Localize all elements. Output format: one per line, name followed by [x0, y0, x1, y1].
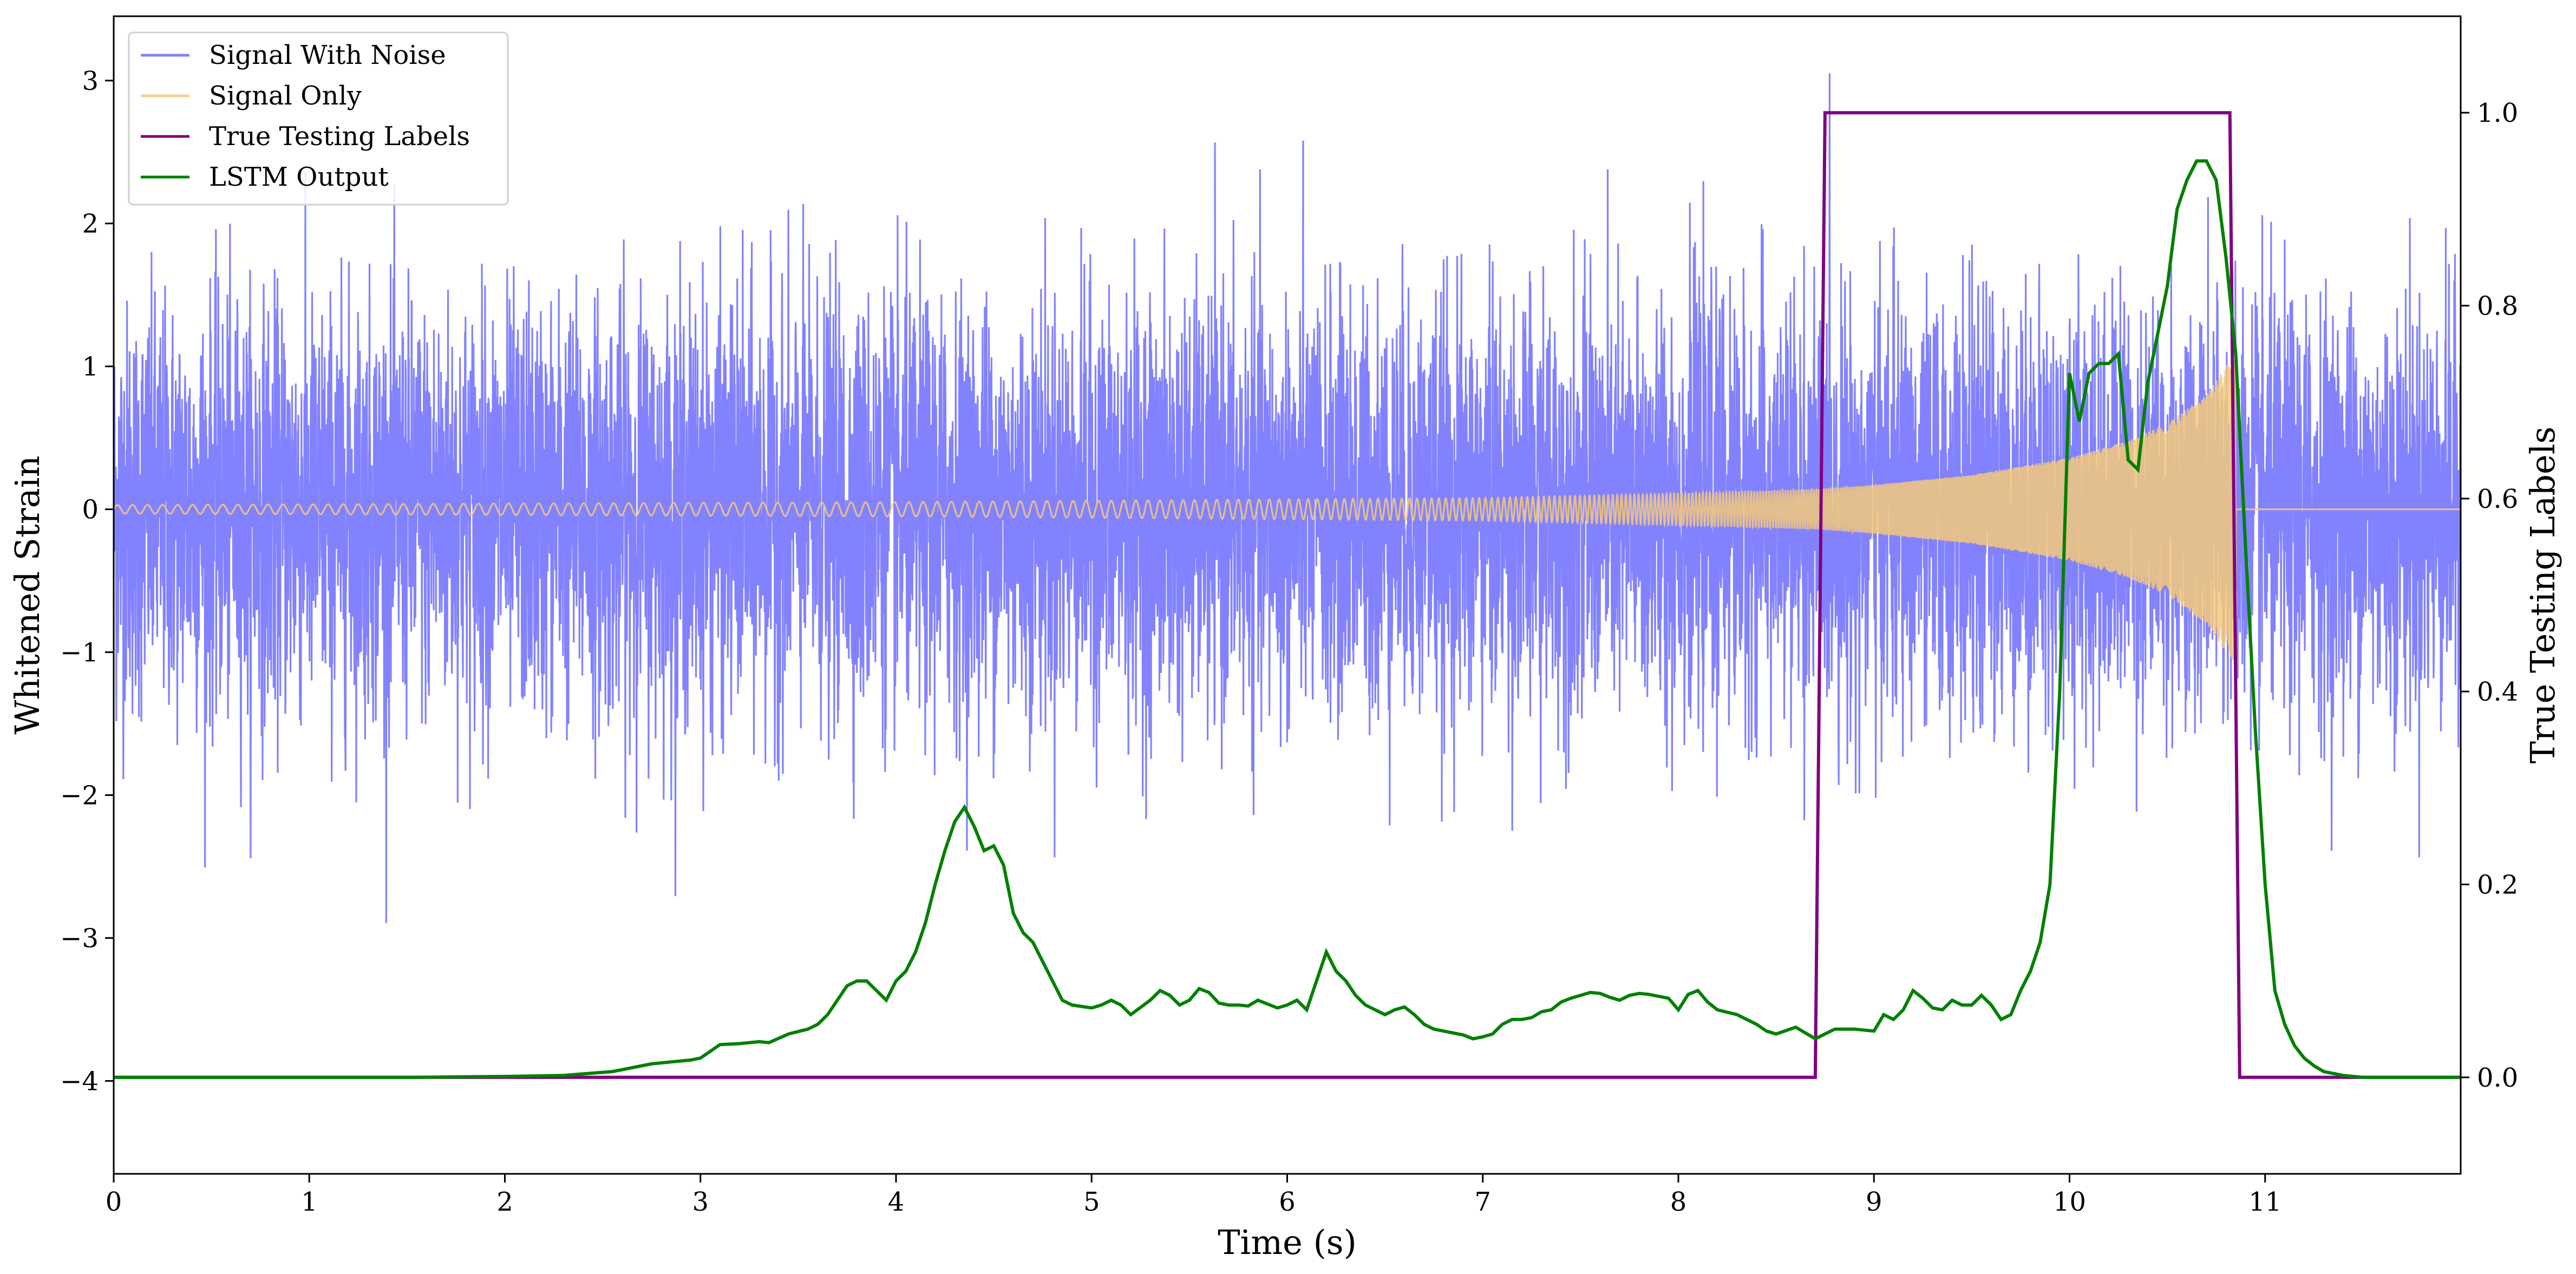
left-y-tick-label: −4: [60, 1066, 99, 1096]
legend-label: Signal With Noise: [209, 40, 446, 70]
right-y-tick-label: 0.6: [2477, 484, 2518, 514]
left-y-tick-label: −2: [60, 781, 99, 811]
x-tick-label: 5: [1083, 1187, 1100, 1217]
left-y-tick-label: 1: [82, 352, 99, 382]
true-testing-labels-line: [114, 111, 2461, 1079]
right-y-tick-label: 1.0: [2477, 98, 2518, 128]
x-tick-label: 0: [106, 1187, 122, 1217]
right-y-tick-label: 0.8: [2477, 291, 2518, 322]
x-tick-label: 3: [692, 1187, 709, 1217]
true-testing-labels-series: [114, 111, 2461, 1079]
x-tick-label: 10: [2053, 1187, 2086, 1217]
legend-box: [128, 31, 509, 206]
left-y-tick-label: 3: [82, 66, 99, 96]
x-tick-label: 9: [1866, 1187, 1882, 1217]
lstm-output-series: [114, 159, 2461, 1079]
x-tick-label: 11: [2248, 1187, 2281, 1217]
lstm-output-line: [114, 159, 2461, 1079]
x-tick-label: 7: [1474, 1187, 1491, 1217]
x-tick-label: 2: [496, 1187, 513, 1217]
signal-with-noise-series: [114, 73, 2461, 923]
x-tick-label: 6: [1279, 1187, 1296, 1217]
right-y-axis-label: True Testing Labels: [2523, 427, 2562, 764]
left-y-axis-label: Whitened Strain: [8, 456, 47, 735]
legend-label: True Testing Labels: [209, 121, 470, 152]
x-axis-label: Time (s): [1218, 1223, 1357, 1262]
right-y-tick-label: 0.0: [2477, 1063, 2518, 1093]
legend-label: LSTM Output: [209, 162, 389, 192]
left-y-axis: 3 2 1 0 −1 −2 −3 −4: [60, 66, 114, 1096]
x-tick-label: 1: [301, 1187, 318, 1217]
x-tick-label: 8: [1670, 1187, 1687, 1217]
left-y-tick-label: 2: [82, 209, 99, 239]
right-y-axis: 1.0 0.8 0.6 0.4 0.2 0.0: [2461, 98, 2518, 1093]
left-y-tick-label: 0: [82, 495, 99, 525]
signal-only-line: [114, 364, 2461, 661]
x-axis: 0 1 2 3 4 5 6 7 8 9 10 11: [106, 1174, 2281, 1217]
signal-with-noise-line: [114, 73, 2461, 923]
legend-label: Signal Only: [209, 81, 362, 111]
left-y-tick-label: −3: [60, 923, 99, 953]
legend: Signal With Noise Signal Only True Testing…: [128, 31, 509, 206]
right-y-tick-label: 0.4: [2477, 677, 2518, 707]
x-tick-label: 4: [888, 1187, 905, 1217]
signal-only-series: [114, 364, 2461, 661]
left-y-tick-label: −1: [60, 638, 99, 668]
right-y-tick-label: 0.2: [2477, 870, 2518, 900]
